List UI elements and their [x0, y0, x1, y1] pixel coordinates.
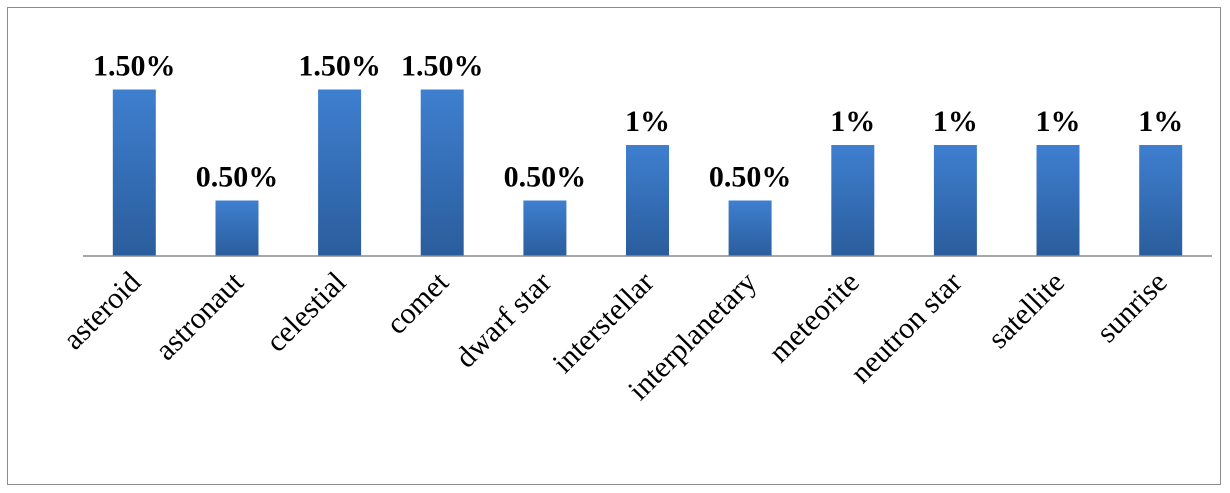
- chart-frame: [7, 7, 1221, 485]
- x-tick-label-astronaut: astronaut: [149, 265, 251, 367]
- data-label-comet: 1.50%: [401, 50, 484, 83]
- data-label-neutron-star: 1%: [933, 105, 978, 138]
- bar-meteorite: [831, 145, 875, 256]
- x-tick-label-neutron-star: neutron star: [844, 266, 968, 390]
- data-label-dwarf-star: 0.50%: [504, 161, 587, 194]
- data-label-interplanetary: 0.50%: [709, 161, 792, 194]
- data-label-sunrise: 1%: [1138, 105, 1183, 138]
- bar-celestial: [318, 89, 362, 256]
- data-label-meteorite: 1%: [830, 105, 875, 138]
- data-label-interstellar: 1%: [625, 105, 670, 138]
- x-tick-label-satellite: satellite: [982, 266, 1071, 355]
- bar-sunrise: [1139, 145, 1183, 256]
- bar-neutron-star: [933, 145, 977, 256]
- data-label-celestial: 1.50%: [298, 50, 381, 83]
- x-tick-label-sunrise: sunrise: [1090, 266, 1173, 349]
- bar-interstellar: [626, 145, 669, 256]
- bar-astronaut: [215, 200, 259, 256]
- bar-interplanetary: [728, 200, 772, 256]
- bars-layer: [112, 89, 1183, 256]
- bar-comet: [420, 89, 464, 256]
- x-tick-label-dwarf-star: dwarf star: [449, 266, 558, 375]
- data-label-astronaut: 0.50%: [196, 161, 279, 194]
- data-labels-layer: 1.50% 0.50% 1.50% 1.50% 0.50% 1% 0.50% 1% 1% 1% 1%: [93, 50, 1183, 194]
- x-tick-label-comet: comet: [380, 265, 456, 341]
- data-label-satellite: 1%: [1036, 105, 1081, 138]
- x-tick-label-celestial: celestial: [260, 266, 353, 359]
- bar-dwarf-star: [523, 200, 567, 256]
- data-label-asteroid: 1.50%: [93, 50, 176, 83]
- x-tick-label-meteorite: meteorite: [762, 266, 865, 369]
- x-tick-label-asteroid: asteroid: [57, 266, 147, 356]
- bar-asteroid: [112, 89, 156, 256]
- bar-satellite: [1036, 145, 1080, 256]
